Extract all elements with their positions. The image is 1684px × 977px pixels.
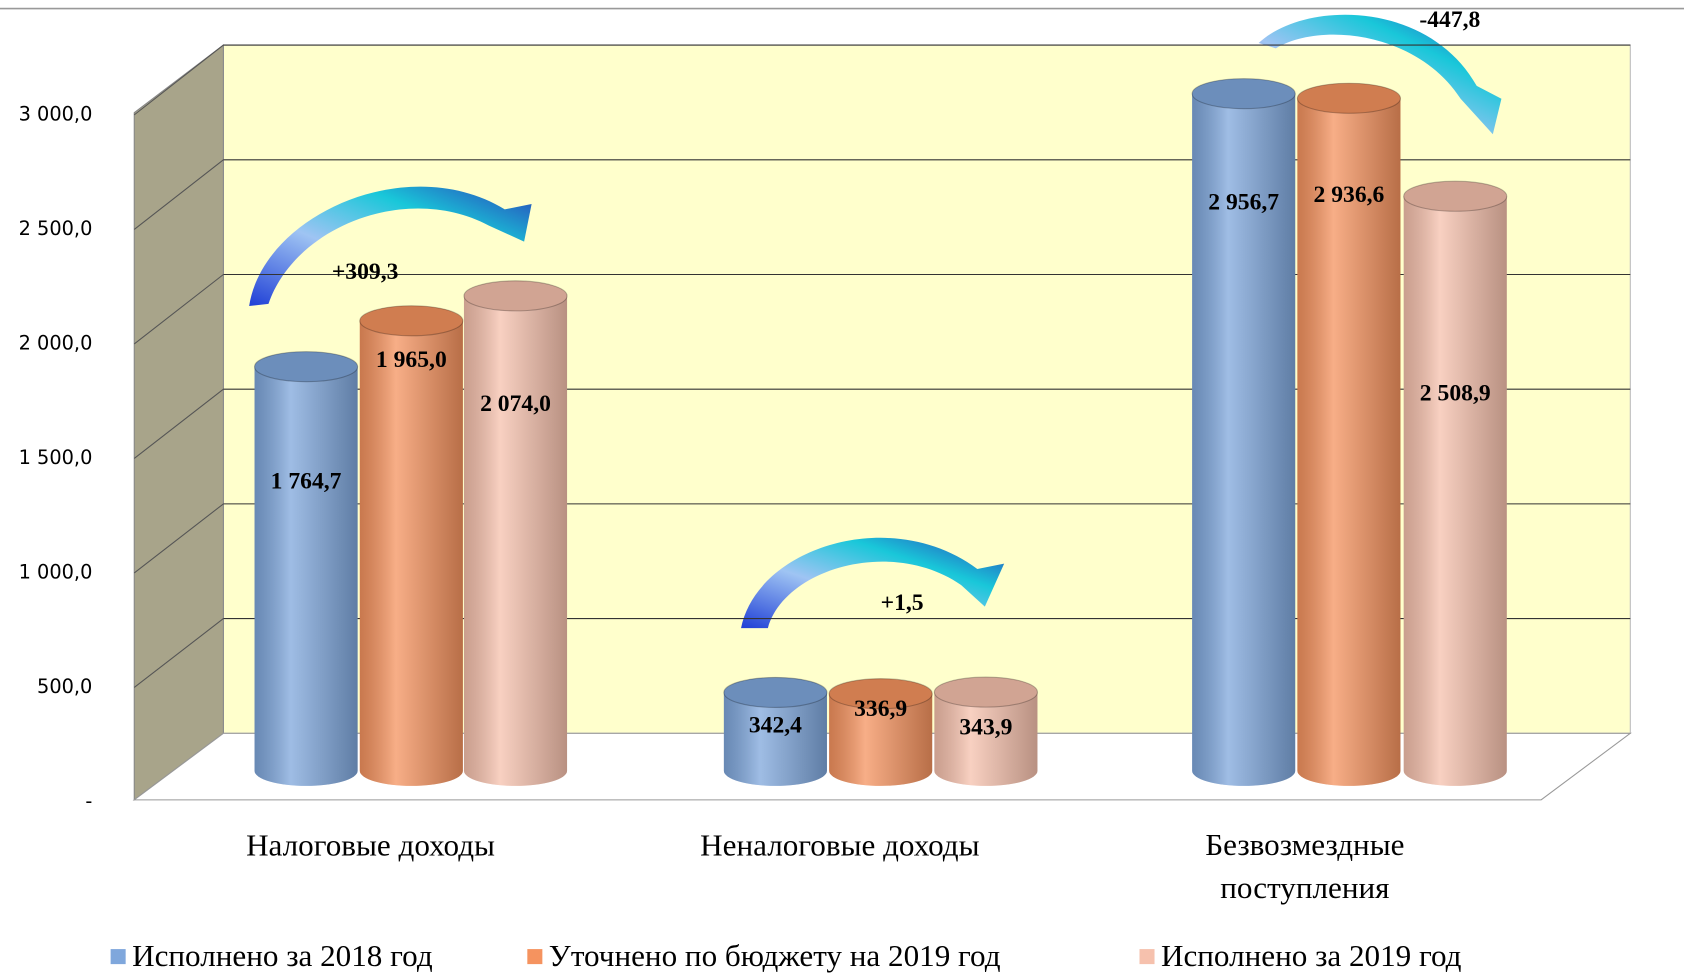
bar-top <box>463 280 568 312</box>
y-tick-label: 1 500,0 <box>19 446 93 469</box>
value-label: 1 965,0 <box>376 347 447 373</box>
x-tick-label: Безвозмездные поступления <box>1205 827 1404 905</box>
value-label: 1 764,7 <box>271 469 342 495</box>
legend-swatch <box>1139 949 1155 965</box>
y-tick-label: 2 500,0 <box>19 217 93 240</box>
legend-swatch <box>527 949 543 965</box>
value-label: 336,9 <box>854 696 907 722</box>
grid-line <box>133 159 224 230</box>
grid-line <box>133 618 224 688</box>
y-tick-label: 3 000,0 <box>19 102 93 125</box>
y-tick-label: - <box>85 790 92 813</box>
bar-top <box>828 678 933 710</box>
bar-top-shade <box>829 678 933 709</box>
bar-top-shade <box>359 305 463 336</box>
bar-top <box>723 676 828 709</box>
legend-label: Исполнено за 2018 год <box>132 938 433 973</box>
arrow <box>741 537 1005 629</box>
value-label: 342,4 <box>749 712 802 738</box>
legend-label: Исполнено за 2019 год <box>1161 938 1462 973</box>
x-tick-label: Налоговые доходы <box>246 827 495 862</box>
bar-top <box>359 305 464 337</box>
bar-top-shade <box>934 677 1038 708</box>
arrow <box>249 186 532 306</box>
bar-shade <box>723 692 827 786</box>
bar-top-shade <box>463 280 568 311</box>
side-wall <box>133 44 224 801</box>
y-tick-label: 1 000,0 <box>19 560 93 583</box>
annotation: +309,3 <box>332 259 399 285</box>
bar-shade <box>1297 98 1401 786</box>
x-tick-line: поступления <box>1220 870 1389 905</box>
bar-top-shade <box>723 677 827 708</box>
grid-line <box>133 44 224 116</box>
bar-shade <box>1192 93 1296 786</box>
bar-top <box>1403 180 1508 212</box>
bar-top-shade <box>254 351 358 382</box>
bar-top-shade <box>1192 78 1296 109</box>
y-tick-label: 500,0 <box>37 675 92 698</box>
bar-shade <box>934 692 1038 786</box>
bar-top <box>1191 78 1296 110</box>
bar-top <box>253 351 359 383</box>
value-label: 2 074,0 <box>480 391 551 417</box>
legend-swatch <box>110 949 126 965</box>
value-label: 2 508,9 <box>1420 381 1491 407</box>
value-label: 2 936,6 <box>1313 182 1384 208</box>
arrow <box>1258 14 1502 135</box>
bar-shade <box>1403 196 1507 786</box>
bar-shade <box>463 295 568 786</box>
bar-shade <box>829 693 933 786</box>
value-label: 343,9 <box>959 714 1012 740</box>
bar-top-shade <box>1297 83 1401 114</box>
bar-top-shade <box>1403 181 1507 212</box>
annotation: +1,5 <box>881 590 924 616</box>
value-label: 2 956,7 <box>1208 189 1279 215</box>
grid-line <box>133 388 224 459</box>
grid-line <box>133 503 224 574</box>
bar-shade <box>359 320 463 786</box>
legend-label: Уточнено по бюджету на 2019 год <box>549 938 1001 973</box>
x-tick-label: Неналоговые доходы <box>700 827 979 862</box>
bar-top <box>933 676 1039 708</box>
arrows <box>249 14 1502 629</box>
annotation: -447,8 <box>1419 7 1480 33</box>
bar-shade <box>254 366 358 786</box>
y-tick-label: 2 000,0 <box>19 331 93 354</box>
x-tick-line: Безвозмездные <box>1205 827 1404 862</box>
bar-top <box>1296 82 1402 114</box>
grid-line <box>133 274 224 345</box>
